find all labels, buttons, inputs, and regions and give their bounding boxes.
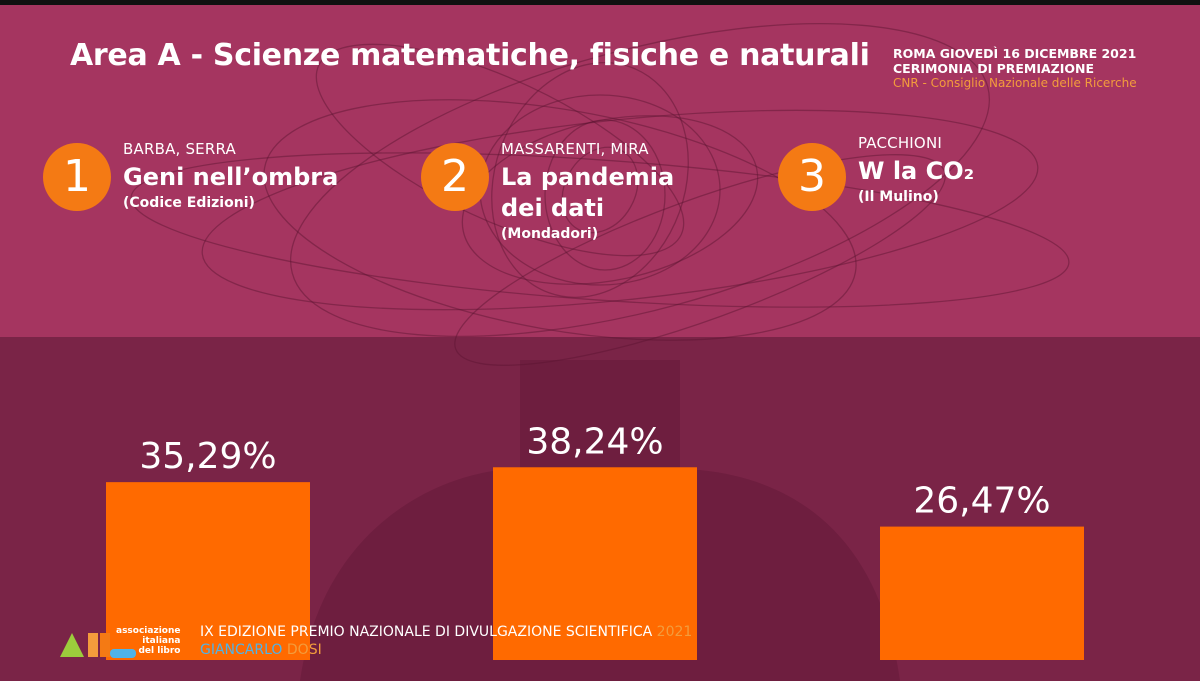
entry-book-title: La pandemia dei dati bbox=[501, 162, 674, 224]
entry-book-title-line1: La pandemia bbox=[501, 163, 675, 191]
bar-value-label-1: 35,29% bbox=[139, 436, 276, 477]
entry-publisher: (Mondadori) bbox=[501, 226, 599, 242]
footer-edition: IX EDIZIONE PREMIO NAZIONALE DI DIVULGAZ… bbox=[200, 623, 692, 641]
background-upper bbox=[0, 5, 1200, 337]
page-title: Area A - Scienze matematiche, fisiche e … bbox=[70, 38, 870, 73]
event-info: ROMA GIOVEDÌ 16 DICEMBRE 2021 CERIMONIA … bbox=[893, 46, 1137, 91]
rank-badge-1: 1 bbox=[43, 143, 111, 211]
bar-2 bbox=[493, 467, 697, 660]
bar-value-label-3: 26,47% bbox=[913, 481, 1050, 522]
event-date: ROMA GIOVEDÌ 16 DICEMBRE 2021 bbox=[893, 46, 1137, 61]
entry-book-title: W la CO₂ bbox=[858, 156, 974, 187]
footer-name-last: DOSI bbox=[286, 642, 322, 658]
logo-text-line2: italiana bbox=[142, 636, 181, 646]
rank-badge-3: 3 bbox=[778, 143, 846, 211]
entry-3: PACCHIONI W la CO₂ (Il Mulino) bbox=[858, 134, 974, 205]
footer-dedication: GIANCARLO DOSI bbox=[200, 641, 692, 659]
entry-authors: MASSARENTI, MIRA bbox=[501, 140, 649, 158]
entry-publisher: (Codice Edizioni) bbox=[123, 195, 255, 211]
entry-book-title: Geni nell’ombra bbox=[123, 162, 338, 193]
bar-1 bbox=[106, 482, 310, 660]
event-organizer: CNR - Consiglio Nazionale delle Ricerche bbox=[893, 76, 1137, 90]
entry-authors: BARBA, SERRA bbox=[123, 140, 236, 158]
bar-3 bbox=[880, 526, 1084, 660]
entry-book-title-line1: Geni nell’ombra bbox=[123, 163, 339, 191]
entry-2: MASSARENTI, MIRA La pandemia dei dati (M… bbox=[501, 140, 674, 242]
top-bar bbox=[0, 0, 1200, 5]
entry-authors: PACCHIONI bbox=[858, 134, 942, 152]
entry-book-title-line2: dei dati bbox=[501, 194, 605, 222]
logo-text-line3: del libro bbox=[138, 646, 181, 656]
logo-text-line1: associazione bbox=[116, 626, 181, 636]
footer-year: 2021 bbox=[656, 624, 693, 640]
bar-value-label-2: 38,24% bbox=[526, 421, 663, 462]
rank-badge-2: 2 bbox=[421, 143, 489, 211]
entry-1: BARBA, SERRA Geni nell’ombra (Codice Edi… bbox=[123, 140, 338, 211]
aidl-logo-icon bbox=[60, 633, 136, 658]
entry-publisher: (Il Mulino) bbox=[858, 189, 939, 205]
footer-name-first: GIANCARLO bbox=[200, 642, 283, 658]
aidl-logo-text: associazione italiana del libro bbox=[116, 626, 180, 656]
event-ceremony: CERIMONIA DI PREMIAZIONE bbox=[893, 61, 1095, 76]
entry-book-title-line1: W la CO₂ bbox=[858, 157, 975, 185]
footer: IX EDIZIONE PREMIO NAZIONALE DI DIVULGAZ… bbox=[200, 623, 692, 659]
footer-edition-text: IX EDIZIONE PREMIO NAZIONALE DI DIVULGAZ… bbox=[200, 624, 653, 640]
